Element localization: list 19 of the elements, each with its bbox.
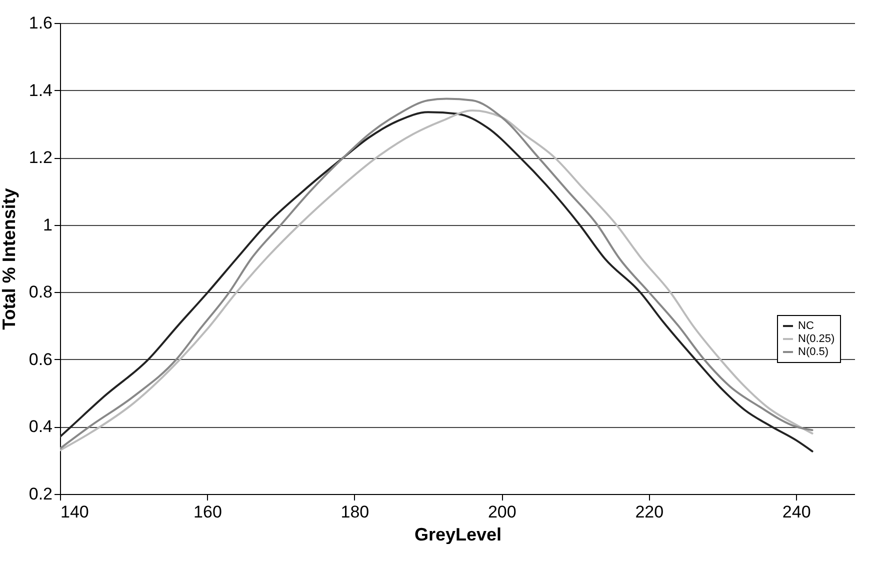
legend-label: NC bbox=[798, 320, 814, 332]
y-tick-label: 1 bbox=[43, 215, 52, 234]
x-tick-label: 140 bbox=[60, 502, 89, 522]
y-tick-label: 1.6 bbox=[28, 14, 52, 32]
x-tick-label: 200 bbox=[488, 502, 516, 522]
y-tick-label: 0.2 bbox=[28, 484, 52, 504]
y-tick-label: 0.6 bbox=[28, 350, 52, 369]
y-tick-label: 0.8 bbox=[28, 282, 52, 302]
legend-label: N(0.25) bbox=[798, 333, 835, 346]
legend-label: N(0.5) bbox=[798, 346, 829, 358]
x-axis-title: GreyLevel bbox=[414, 524, 502, 544]
y-tick-label: 1.4 bbox=[28, 80, 52, 100]
x-tick-label: 240 bbox=[782, 502, 811, 522]
y-tick-label: 1.2 bbox=[28, 148, 52, 168]
x-tick-label: 160 bbox=[194, 502, 222, 522]
x-tick-label: 220 bbox=[635, 502, 664, 522]
y-tick-label: 0.4 bbox=[28, 417, 52, 436]
x-tick-label: 180 bbox=[340, 502, 370, 522]
y-axis-title: Total % Intensity bbox=[0, 188, 19, 330]
